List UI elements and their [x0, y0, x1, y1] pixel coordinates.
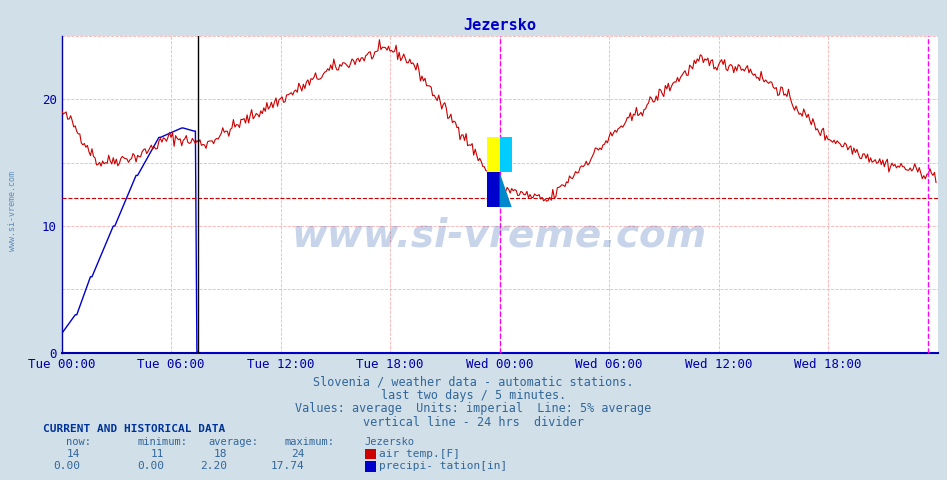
Text: Values: average  Units: imperial  Line: 5% average: Values: average Units: imperial Line: 5%… [295, 402, 652, 415]
Text: 24: 24 [292, 449, 305, 459]
Text: minimum:: minimum: [137, 437, 188, 447]
Bar [488, 137, 500, 172]
Text: last two days / 5 minutes.: last two days / 5 minutes. [381, 389, 566, 402]
Bar [500, 137, 511, 172]
Text: www.si-vreme.com: www.si-vreme.com [8, 171, 17, 251]
Text: precipi- tation[in]: precipi- tation[in] [379, 461, 507, 471]
Text: vertical line - 24 hrs  divider: vertical line - 24 hrs divider [363, 416, 584, 429]
Bar [488, 172, 500, 207]
Text: Slovenia / weather data - automatic stations.: Slovenia / weather data - automatic stat… [313, 375, 634, 388]
Title: Jezersko: Jezersko [463, 18, 536, 34]
Text: 2.20: 2.20 [200, 461, 227, 471]
Text: 17.74: 17.74 [271, 461, 305, 471]
Polygon shape [500, 172, 511, 207]
Text: 11: 11 [151, 449, 164, 459]
Text: Jezersko: Jezersko [365, 437, 415, 447]
Text: 18: 18 [214, 449, 227, 459]
Text: 0.00: 0.00 [53, 461, 80, 471]
Text: air temp.[F]: air temp.[F] [379, 449, 460, 459]
Text: maximum:: maximum: [284, 437, 334, 447]
Text: average:: average: [208, 437, 259, 447]
Text: now:: now: [66, 437, 91, 447]
Text: 14: 14 [67, 449, 80, 459]
Text: www.si-vreme.com: www.si-vreme.com [292, 216, 707, 254]
Text: CURRENT AND HISTORICAL DATA: CURRENT AND HISTORICAL DATA [43, 424, 224, 434]
Text: 0.00: 0.00 [136, 461, 164, 471]
